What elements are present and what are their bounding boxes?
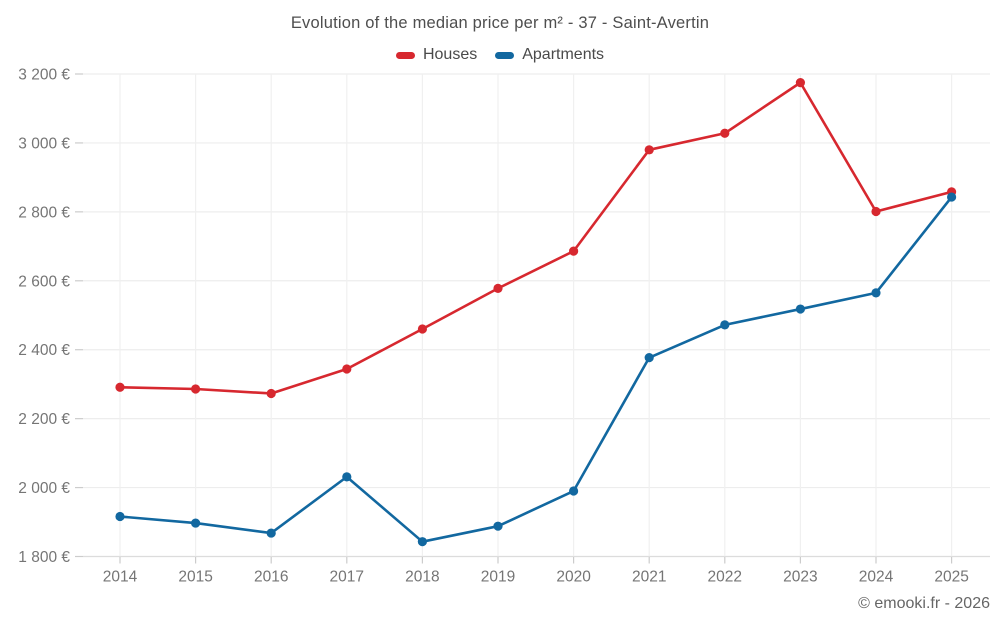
chart-legend: Houses Apartments xyxy=(0,46,1000,64)
legend-swatch-icon xyxy=(395,51,415,59)
data-point-apartments-2019[interactable] xyxy=(493,521,503,531)
legend-item-houses[interactable]: Houses xyxy=(395,46,478,64)
data-point-houses-2015[interactable] xyxy=(191,384,201,394)
chart-title: Evolution of the median price per m² - 3… xyxy=(290,14,710,32)
y-axis-tick-label: 3 200 € xyxy=(18,67,70,84)
x-axis-tick-label: 2025 xyxy=(934,569,968,586)
y-axis-tick-label: 2 600 € xyxy=(18,273,70,290)
data-point-apartments-2017[interactable] xyxy=(342,472,352,482)
x-axis-tick-label: 2018 xyxy=(405,569,439,586)
y-axis-tick-label: 2 800 € xyxy=(18,204,70,221)
x-axis-tick-label: 2019 xyxy=(481,569,515,586)
x-axis-tick-label: 2023 xyxy=(783,569,817,586)
data-point-houses-2014[interactable] xyxy=(115,382,125,392)
x-axis-tick-label: 2021 xyxy=(632,569,666,586)
x-axis-tick-label: 2020 xyxy=(556,569,591,586)
data-point-houses-2021[interactable] xyxy=(644,145,654,155)
x-axis-tick-label: 2014 xyxy=(103,569,138,586)
data-point-houses-2016[interactable] xyxy=(266,388,276,399)
legend-label: Apartments xyxy=(522,46,605,63)
data-point-apartments-2025[interactable] xyxy=(947,192,957,202)
y-axis-tick-label: 2 200 € xyxy=(18,411,70,428)
data-point-apartments-2016[interactable] xyxy=(266,528,276,538)
data-point-apartments-2020[interactable] xyxy=(569,486,579,496)
series-line-houses xyxy=(118,81,953,395)
y-axis-tick-label: 2 000 € xyxy=(18,480,70,497)
data-point-houses-2022[interactable] xyxy=(720,128,730,138)
data-point-apartments-2014[interactable] xyxy=(115,511,125,522)
data-point-apartments-2023[interactable] xyxy=(795,304,806,314)
x-axis-tick-label: 2024 xyxy=(859,569,894,586)
y-axis-tick-label: 3 000 € xyxy=(18,135,70,152)
data-point-apartments-2022[interactable] xyxy=(720,320,730,330)
x-axis-tick-label: 2022 xyxy=(708,569,742,586)
legend-item-apartments[interactable]: Apartments xyxy=(495,46,604,64)
legend-label: Houses xyxy=(422,46,478,63)
data-point-houses-2017[interactable] xyxy=(342,364,352,374)
data-point-houses-2018[interactable] xyxy=(417,324,427,334)
x-axis-tick-label: 2015 xyxy=(178,569,212,586)
data-point-houses-2019[interactable] xyxy=(493,283,503,293)
data-point-apartments-2018[interactable] xyxy=(417,537,427,547)
x-axis-tick-label: 2016 xyxy=(254,569,288,586)
data-point-apartments-2015[interactable] xyxy=(191,518,201,528)
data-point-apartments-2024[interactable] xyxy=(871,288,881,298)
copyright-note: © emooki.fr - 2026 xyxy=(858,595,990,612)
series-line-apartments xyxy=(118,195,953,543)
y-axis-tick-label: 2 400 € xyxy=(18,342,70,359)
data-point-houses-2023[interactable] xyxy=(795,78,806,88)
y-axis-tick-label: 1 800 € xyxy=(18,549,70,566)
x-axis-tick-label: 2017 xyxy=(330,569,364,586)
data-point-houses-2024[interactable] xyxy=(871,206,881,217)
legend-swatch-icon xyxy=(495,51,515,59)
data-point-houses-2020[interactable] xyxy=(569,246,579,256)
data-point-apartments-2021[interactable] xyxy=(644,353,654,363)
